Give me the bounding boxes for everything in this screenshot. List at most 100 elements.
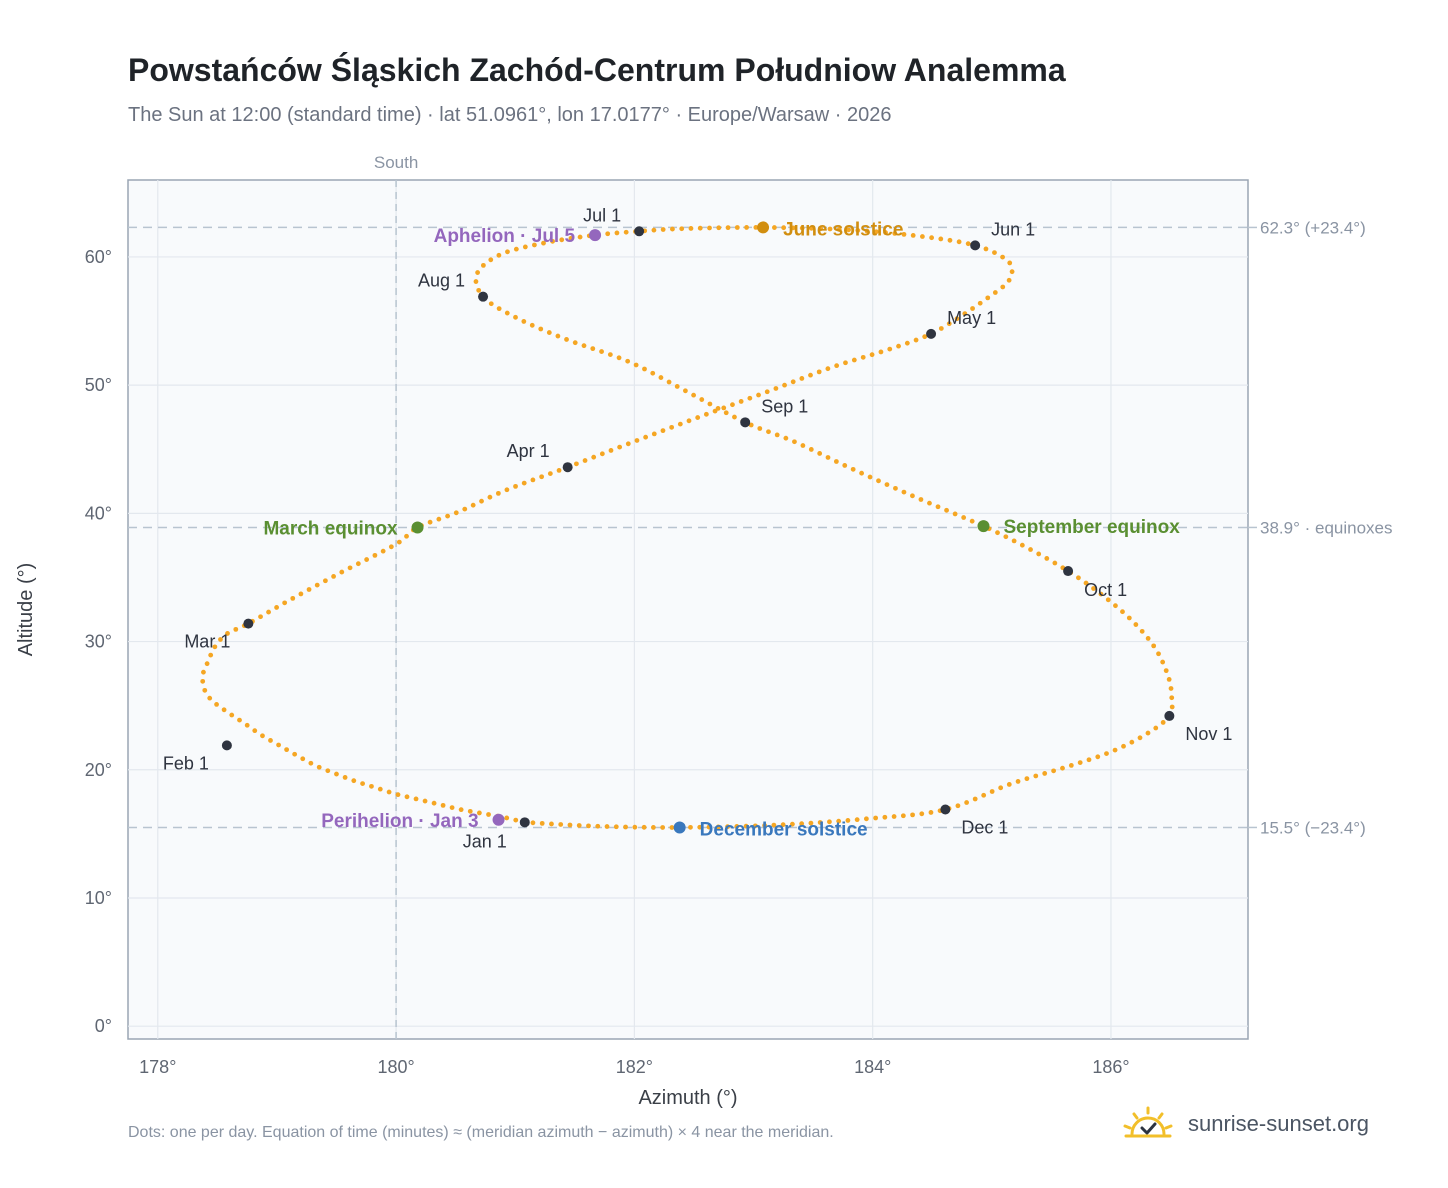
daily-sun-dot	[1098, 591, 1104, 597]
daily-sun-dot	[372, 552, 378, 558]
daily-sun-dot	[725, 225, 731, 231]
daily-sun-dot	[952, 511, 958, 517]
reference-line-label: 15.5° (−23.4°)	[1260, 818, 1366, 837]
daily-sun-dot	[716, 225, 722, 231]
daily-sun-dot	[1068, 763, 1074, 768]
daily-sun-dot	[757, 426, 763, 431]
daily-sun-dot	[1145, 636, 1151, 641]
daily-sun-dot	[977, 300, 983, 306]
daily-sun-dot	[707, 225, 712, 231]
y-tick-label: 30°	[85, 632, 112, 652]
daily-sun-dot	[892, 231, 898, 236]
brand-name[interactable]: sunrise-sunset.org	[1188, 1111, 1369, 1136]
daily-sun-dot	[1160, 720, 1166, 725]
daily-sun-dot	[322, 578, 328, 584]
daily-sun-dot	[404, 794, 410, 800]
daily-sun-dot	[955, 803, 961, 809]
month-marker-dot	[740, 417, 751, 428]
daily-sun-dot	[445, 513, 451, 519]
daily-sun-dot	[388, 544, 394, 550]
daily-sun-dot	[1019, 542, 1025, 548]
daily-sun-dot	[660, 428, 666, 434]
daily-sun-dot	[900, 813, 906, 819]
daily-sun-dot	[427, 519, 433, 525]
daily-sun-dot	[882, 814, 888, 820]
daily-sun-dot	[495, 490, 501, 496]
daily-sun-dot	[766, 429, 771, 435]
daily-sun-dot	[221, 707, 227, 713]
daily-sun-dot	[650, 825, 656, 830]
daily-sun-dot	[541, 240, 546, 246]
daily-sun-dot	[252, 728, 258, 734]
daily-sun-dot	[1166, 677, 1172, 682]
daily-sun-dot	[836, 818, 842, 824]
daily-sun-dot	[859, 470, 865, 476]
daily-sun-dot	[607, 352, 613, 358]
month-markers: Jan 1 Feb 1 Mar 1 Apr 1 May 1 Jun 1 Jul 1 Aug 1…	[163, 205, 1233, 851]
daily-sun-dot	[564, 337, 569, 342]
daily-sun-dot	[347, 565, 353, 571]
y-tick-label: 60°	[85, 247, 112, 267]
x-tick-label: 182°	[616, 1057, 653, 1077]
daily-sun-dot	[670, 226, 675, 232]
daily-sun-dot	[808, 372, 813, 378]
month-marker-label: Apr 1	[507, 441, 550, 461]
daily-sun-dot	[480, 262, 486, 268]
daily-sun-dot	[431, 800, 437, 806]
event-markers: March equinox June solstice September equi…	[263, 219, 1180, 840]
daily-sun-dot	[1105, 597, 1111, 603]
daily-sun-dot	[651, 431, 657, 437]
daily-sun-dot	[938, 326, 944, 331]
daily-sun-dot	[910, 233, 916, 238]
daily-sun-dot	[604, 824, 610, 829]
daily-sun-dot	[989, 789, 995, 794]
daily-sun-dot	[677, 421, 683, 427]
daily-sun-dot	[1169, 695, 1175, 701]
daily-sun-dot	[725, 824, 730, 830]
daily-sun-dot	[1076, 575, 1081, 581]
daily-sun-dot	[1095, 754, 1101, 760]
daily-sun-dot	[651, 227, 657, 233]
daily-sun-dot	[487, 494, 493, 500]
daily-sun-dot	[386, 789, 392, 795]
daily-sun-dot	[590, 346, 596, 352]
daily-sun-dot	[706, 824, 712, 830]
daily-sun-dot	[825, 366, 831, 372]
daily-sun-dot	[1000, 284, 1006, 290]
daily-sun-dot	[972, 796, 978, 802]
daily-sun-dot	[827, 226, 833, 232]
daily-sun-dot	[591, 454, 597, 460]
brand[interactable]: sunrise-sunset.org	[1120, 1104, 1369, 1144]
daily-sun-dot	[559, 237, 565, 243]
daily-sun-dot	[910, 812, 915, 818]
event-marker-label: March equinox	[263, 518, 398, 539]
daily-sun-dot	[395, 792, 401, 798]
daily-sun-dot	[843, 360, 848, 366]
y-tick-label: 10°	[85, 888, 112, 908]
daily-sun-dot	[1009, 269, 1015, 275]
daily-sun-dot	[605, 231, 611, 237]
daily-sun-dot	[697, 824, 703, 830]
sun-checkmark-icon	[1123, 1106, 1173, 1138]
daily-sun-dot	[910, 493, 915, 499]
daily-sun-dot	[901, 489, 907, 495]
daily-sun-dot	[854, 817, 860, 823]
daily-sun-dot	[214, 701, 219, 707]
daily-sun-dot	[266, 609, 271, 615]
daily-sun-dot	[935, 504, 941, 510]
month-marker-label: Dec 1	[961, 818, 1008, 838]
daily-sun-dot	[530, 477, 536, 483]
daily-sun-dot	[351, 778, 357, 784]
daily-sun-dot	[752, 823, 758, 829]
daily-sun-dot	[970, 306, 975, 311]
daily-sun-dot	[660, 825, 666, 830]
x-tick-label: 178°	[139, 1057, 176, 1077]
daily-sun-dot	[334, 771, 339, 777]
daily-sun-dot	[549, 821, 554, 827]
daily-sun-dot	[1051, 768, 1057, 774]
daily-sun-dot	[876, 478, 881, 484]
daily-sun-dot	[730, 402, 735, 408]
daily-sun-dot	[964, 800, 970, 805]
y-axis-label: Altitude (°)	[15, 563, 37, 657]
daily-sun-dot	[998, 785, 1004, 791]
